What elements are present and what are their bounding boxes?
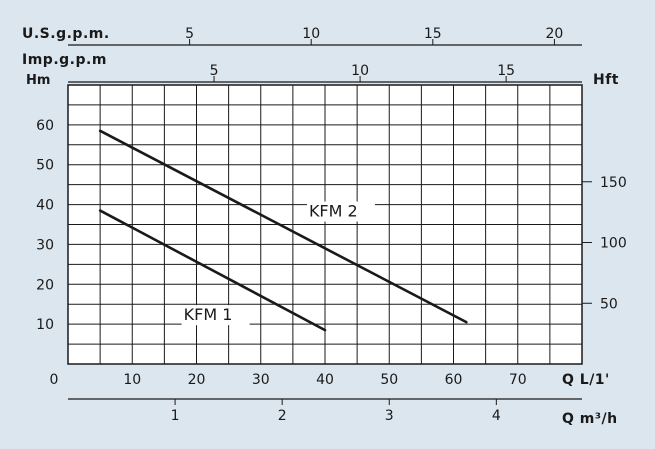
lmin-tick-label: 70 [509,372,527,388]
lmin-ticks: 0 10 20 30 40 50 60 70 [50,372,527,388]
hft-axis-label: Hft [593,72,619,88]
series-group: KFM 1 KFM 2 [98,129,468,332]
lmin-tick-label: 20 [188,372,206,388]
hft-tick-label: 150 [600,175,627,191]
lmin-tick-label: 50 [380,372,398,388]
hft-tick-label: 50 [600,296,618,312]
hm-axis-label: Hm [26,73,50,88]
impgpm-ticks: 5 10 15 [210,63,515,82]
lmin-tick-label: 30 [252,372,270,388]
impgpm-tick-label: 5 [210,63,219,79]
hft-tick-label: 100 [600,236,627,252]
series-label-1: KFM 1 [184,305,233,324]
m3h-tick-label: 3 [385,408,394,424]
usgpm-ticks: 5 10 15 20 [185,26,563,45]
hm-tick-label: 40 [36,198,54,214]
usgpm-tick-label: 15 [424,26,442,42]
hm-tick-label: 10 [36,317,54,333]
m3h-tick-label: 4 [492,408,501,424]
series-label-2: KFM 2 [309,202,358,221]
hft-ticks: 50 100 150 [582,175,627,312]
series-label-bg [181,305,250,326]
m3h-axis-label: Q m³/h [562,411,618,427]
hm-tick-label: 50 [36,158,54,174]
hm-tick-label: 60 [36,118,54,134]
m3h-tick-label: 1 [171,408,180,424]
m3h-tick-label: 2 [278,408,287,424]
lmin-tick-label: 60 [445,372,463,388]
lmin-tick-label: 10 [123,372,141,388]
impgpm-tick-label: 15 [497,63,515,79]
usgpm-tick-label: 10 [302,26,320,42]
impgpm-axis-label: Imp.g.p.m [22,52,107,68]
lmin-axis-label: Q L/1' [562,372,610,388]
lmin-tick-label: 40 [316,372,334,388]
series-label-bg [306,201,375,222]
impgpm-tick-label: 10 [351,63,369,79]
usgpm-axis-label: U.S.g.p.m. [22,26,110,42]
lmin-tick-label: 0 [50,372,59,388]
hm-ticks: 10 20 30 40 50 60 [36,118,54,333]
usgpm-tick-label: 5 [185,26,194,42]
hm-tick-label: 20 [36,277,54,293]
usgpm-tick-label: 20 [546,26,564,42]
series-line-1 [98,209,327,332]
series-line-2 [98,129,468,324]
hm-tick-label: 30 [36,237,54,253]
m3h-ticks: 1 2 3 4 [171,399,501,424]
grid-lines [68,85,582,364]
